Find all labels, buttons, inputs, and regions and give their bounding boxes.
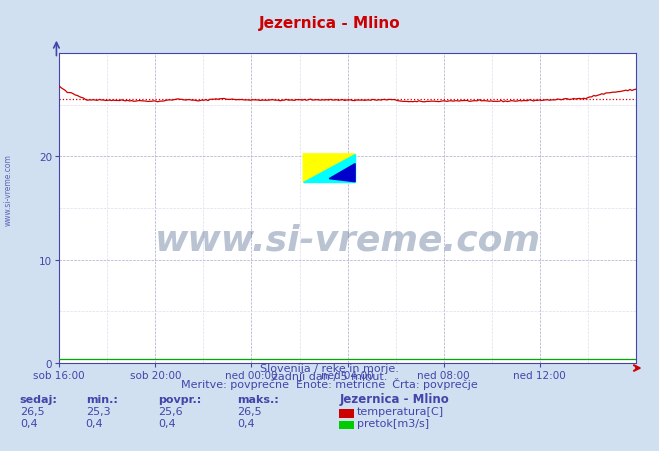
Text: povpr.:: povpr.: [158,394,202,404]
Text: zadnji dan / 5 minut.: zadnji dan / 5 minut. [272,371,387,381]
Text: Meritve: povprečne  Enote: metrične  Črta: povprečje: Meritve: povprečne Enote: metrične Črta:… [181,377,478,389]
Text: www.si-vreme.com: www.si-vreme.com [3,153,13,226]
Text: www.si-vreme.com: www.si-vreme.com [155,222,540,257]
Text: min.:: min.: [86,394,117,404]
Text: temperatura[C]: temperatura[C] [357,406,444,416]
Text: Slovenija / reke in morje.: Slovenija / reke in morje. [260,363,399,373]
Text: Jezernica - Mlino: Jezernica - Mlino [259,16,400,31]
Polygon shape [303,155,355,182]
Text: 26,5: 26,5 [20,406,44,416]
Text: sedaj:: sedaj: [20,394,57,404]
Text: Jezernica - Mlino: Jezernica - Mlino [339,392,449,405]
Text: 0,4: 0,4 [237,418,255,428]
Text: 26,5: 26,5 [237,406,262,416]
Text: maks.:: maks.: [237,394,279,404]
Text: pretok[m3/s]: pretok[m3/s] [357,418,429,428]
Text: 0,4: 0,4 [20,418,38,428]
Text: 0,4: 0,4 [86,418,103,428]
Text: 25,6: 25,6 [158,406,183,416]
Text: 0,4: 0,4 [158,418,176,428]
Polygon shape [330,164,355,182]
Polygon shape [303,155,355,182]
Text: 25,3: 25,3 [86,406,110,416]
